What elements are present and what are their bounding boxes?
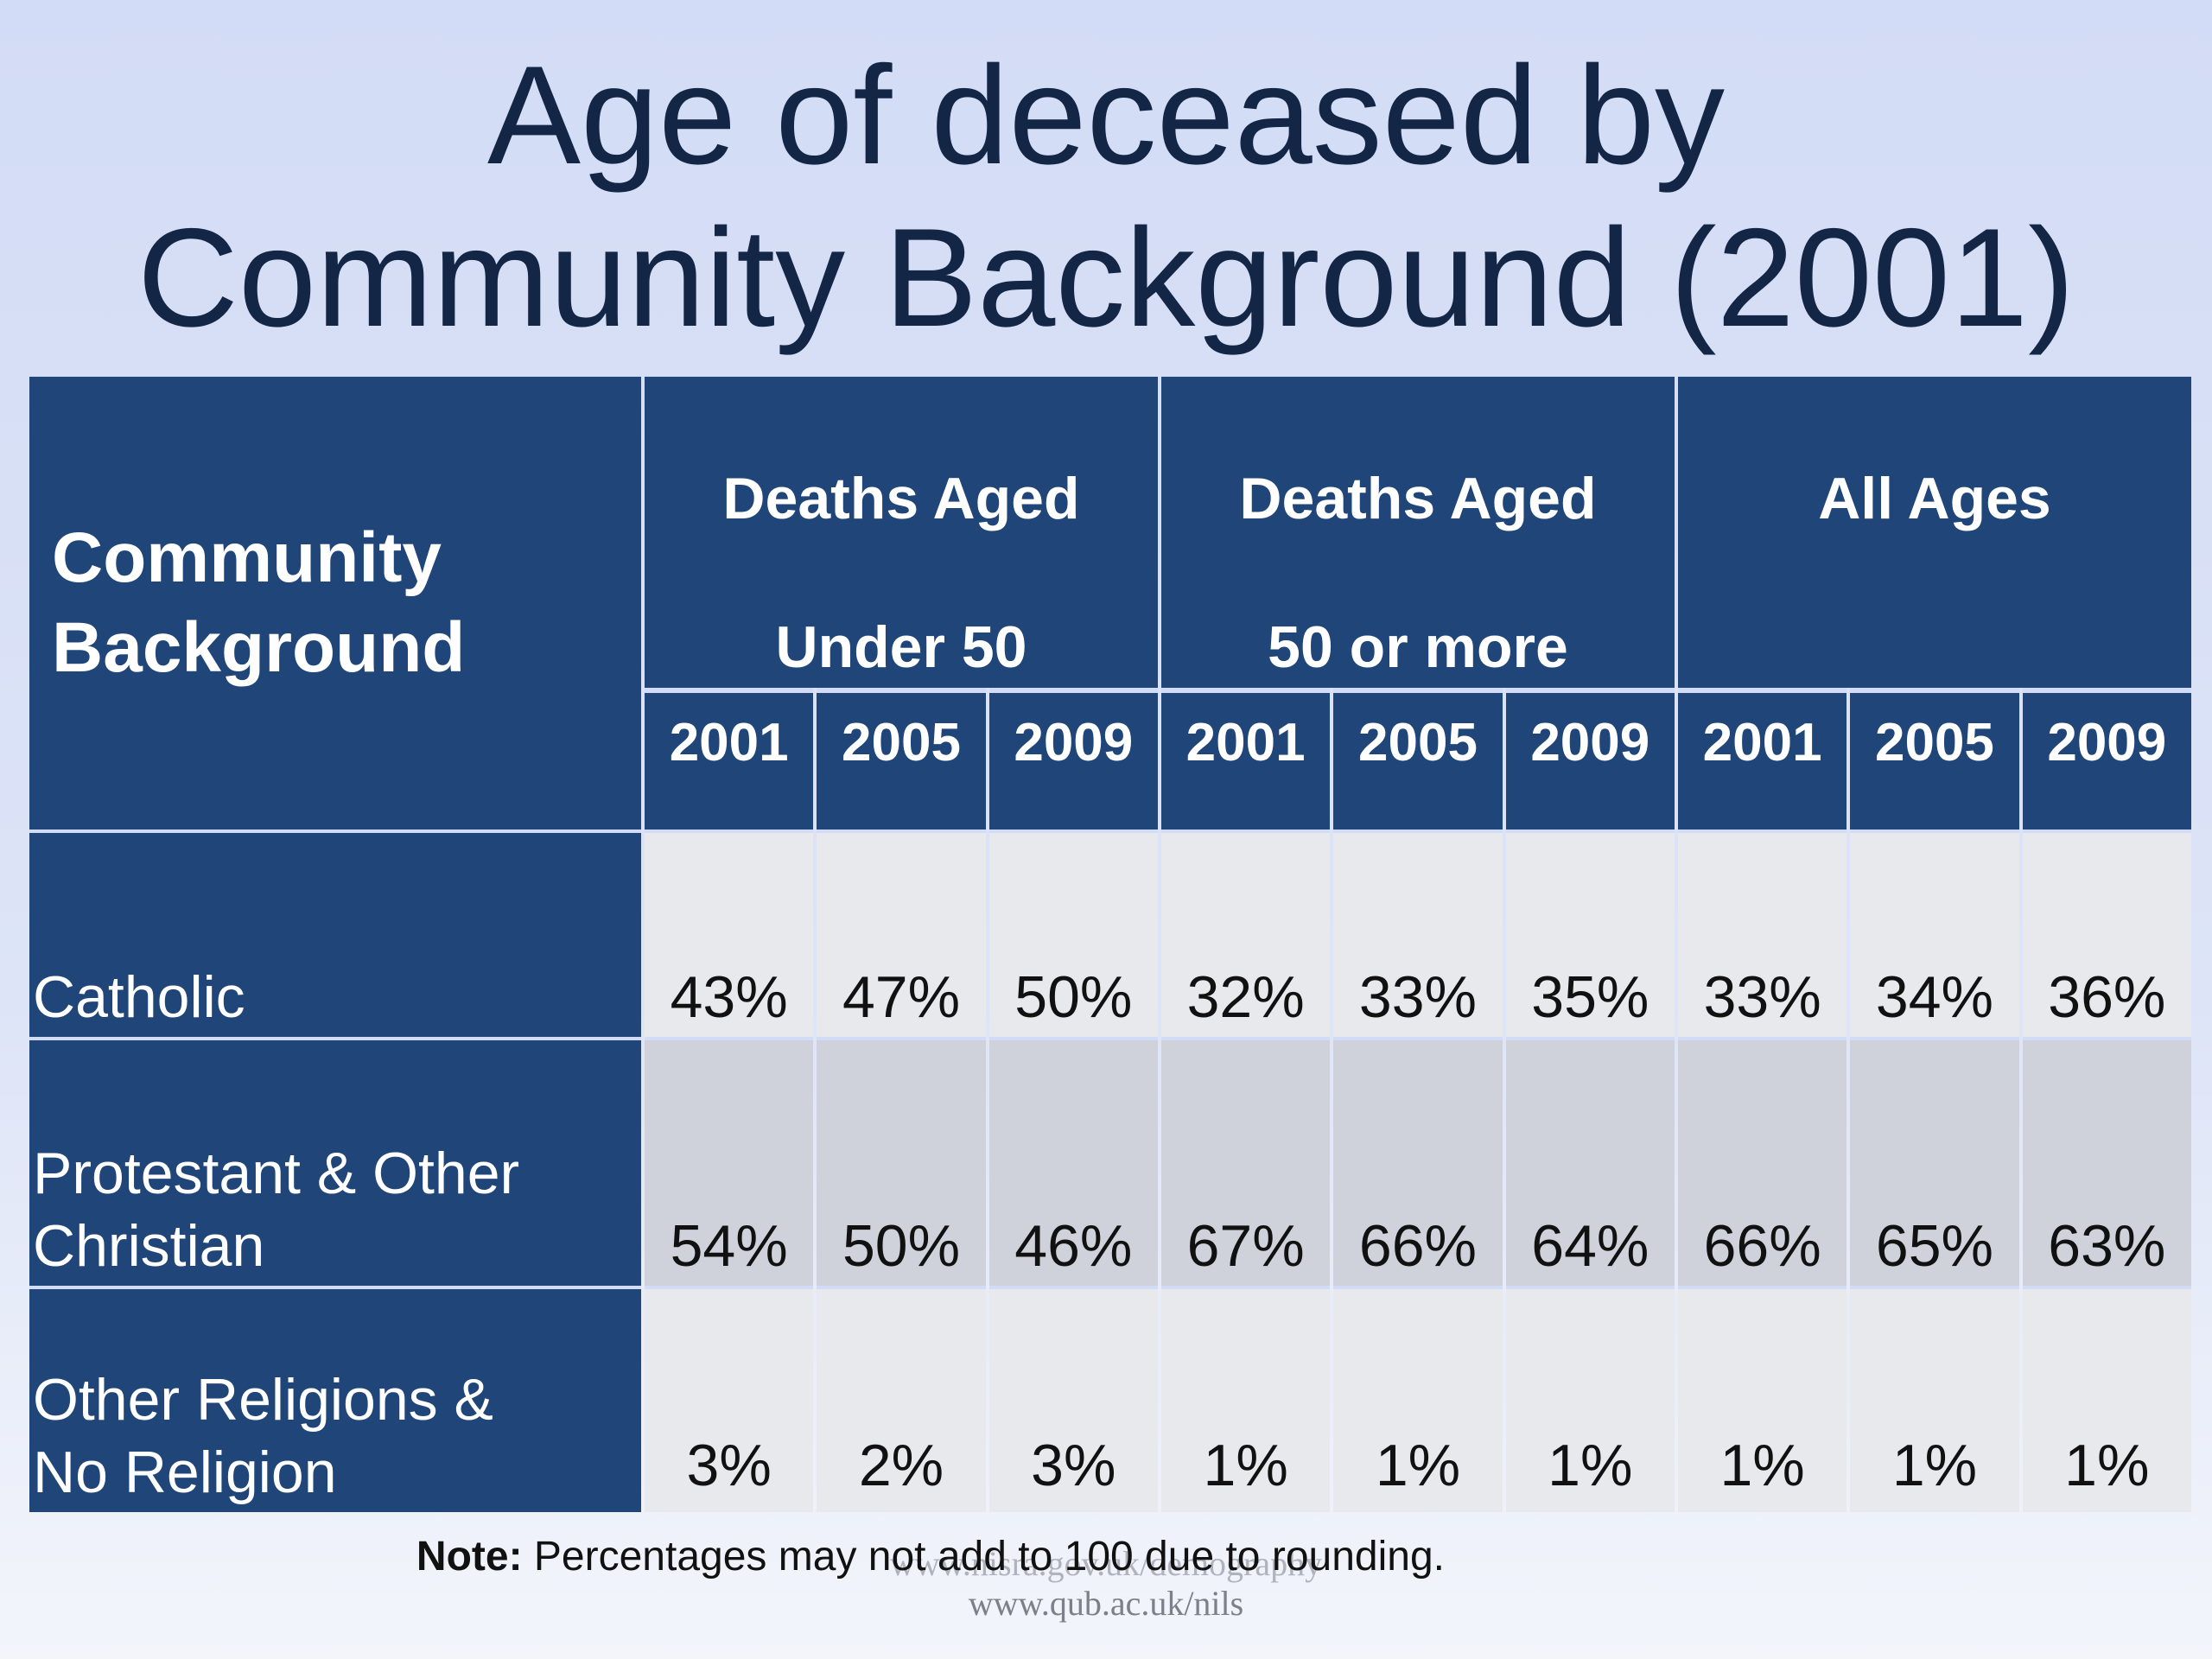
table-year-row: 2001 2005 2009 2001 2005 2009 2001 2005 … bbox=[29, 688, 2191, 830]
table-cell: 1% bbox=[2022, 1286, 2191, 1512]
table-cell: 36% bbox=[2022, 830, 2191, 1037]
table-cell: 46% bbox=[988, 1037, 1158, 1286]
table-cell: 1% bbox=[1677, 1286, 1847, 1512]
table-cell: 3% bbox=[988, 1286, 1158, 1512]
table-cell: 43% bbox=[645, 830, 814, 1037]
table-cell: 66% bbox=[1333, 1037, 1503, 1286]
table-cell: 1% bbox=[1333, 1286, 1503, 1512]
table-cell: 3% bbox=[645, 1286, 814, 1512]
row-label-other-religions: Other Religions & No Religion bbox=[29, 1286, 641, 1512]
slide-title-line-1: Age of deceased by bbox=[486, 37, 1726, 194]
year-header: 2005 bbox=[1850, 688, 2019, 830]
table-cell: 33% bbox=[1677, 830, 1847, 1037]
table-cell: 64% bbox=[1505, 1037, 1675, 1286]
table-cell: 47% bbox=[817, 830, 986, 1037]
header-deaths-50-or-more: Deaths Aged 50 or more bbox=[1160, 377, 1675, 688]
year-header: 2001 bbox=[1677, 688, 1847, 830]
table-cell: 63% bbox=[2022, 1037, 2191, 1286]
year-header: 2009 bbox=[2022, 688, 2191, 830]
year-header: 2009 bbox=[1505, 688, 1675, 830]
year-header: 2005 bbox=[1333, 688, 1503, 830]
watermark-url-2: www.qub.ac.uk/nils bbox=[968, 1584, 1244, 1623]
table-cell: 2% bbox=[817, 1286, 986, 1512]
table-row: Catholic 43% 47% 50% 32% 33% 35% 33% 34%… bbox=[29, 830, 2191, 1037]
table-cell: 35% bbox=[1505, 830, 1675, 1037]
header-deaths-under-50: Deaths Aged Under 50 bbox=[645, 377, 1158, 688]
table-cell: 50% bbox=[988, 830, 1158, 1037]
table-cell: 67% bbox=[1160, 1037, 1331, 1286]
note-text: Percentages may not add to 100 due to ro… bbox=[522, 1534, 1445, 1580]
watermark-url-1: www.nisra.gov.uk/demography bbox=[889, 1544, 1323, 1583]
slide-title: Age of deceased by Community Background … bbox=[0, 35, 2212, 359]
table-cell: 32% bbox=[1160, 830, 1331, 1037]
row-label-catholic: Catholic bbox=[29, 830, 641, 1037]
note-label: Note: bbox=[416, 1534, 523, 1580]
table-cell: 65% bbox=[1850, 1037, 2019, 1286]
table-cell: 54% bbox=[645, 1037, 814, 1286]
deaths-table: Community Background Deaths Aged Under 5… bbox=[26, 377, 2195, 1512]
table-row: Protestant & Other Christian 54% 50% 46%… bbox=[29, 1037, 2191, 1286]
slide-title-line-2: Community Background (2001) bbox=[137, 200, 2075, 356]
year-header: 2009 bbox=[988, 688, 1158, 830]
year-header: 2005 bbox=[817, 688, 986, 830]
table-cell: 33% bbox=[1333, 830, 1503, 1037]
table-cell: 1% bbox=[1160, 1286, 1331, 1512]
table-cell: 34% bbox=[1850, 830, 2019, 1037]
table-note: Note: Percentages may not add to 100 due… bbox=[0, 1533, 1445, 1580]
table-cell: 66% bbox=[1677, 1037, 1847, 1286]
table-row: Other Religions & No Religion 3% 2% 3% 1… bbox=[29, 1286, 2191, 1512]
table-cell: 1% bbox=[1850, 1286, 2019, 1512]
year-header: 2001 bbox=[1160, 688, 1331, 830]
header-community-background: Community Background bbox=[29, 377, 641, 830]
year-header: 2001 bbox=[645, 688, 814, 830]
table-cell: 1% bbox=[1505, 1286, 1675, 1512]
table-header-row: Community Background Deaths Aged Under 5… bbox=[29, 377, 2191, 830]
header-all-ages: All Ages bbox=[1677, 377, 2191, 688]
table-cell: 50% bbox=[817, 1037, 986, 1286]
row-label-protestant: Protestant & Other Christian bbox=[29, 1037, 641, 1286]
